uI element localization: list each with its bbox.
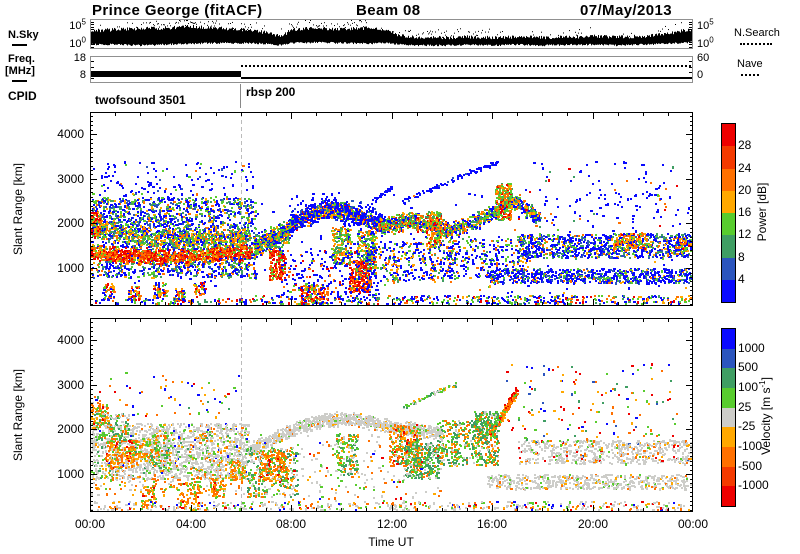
colorbar-segment [722,466,735,487]
cbar-power-tick-8: 8 [738,250,745,264]
cbar-power-tick-4: 4 [738,272,745,286]
colorbar-segment [722,213,735,236]
tick-base: 10 [69,38,82,50]
cbar-vel-tick-25: 25 [738,400,752,414]
cbar-vel-tick-500: 500 [738,360,759,374]
colorbar-segment [722,190,735,213]
xtick-5: 20:00 [577,517,609,531]
colorbar-segment [722,146,735,169]
xtick-1: 04:00 [175,517,207,531]
cbar-vel-tick--500: -500 [738,459,763,473]
freq-tick-top-left: 18 [73,52,86,64]
velocity-ytick-4000: 4000 [57,333,84,347]
cbar-power-tick-24: 24 [738,161,752,175]
freq-panel-canvas [90,56,693,83]
date-label: 07/May/2013 [580,2,672,19]
power-ytick-4000: 4000 [57,127,84,141]
velocity-title-sup: -1 [758,380,767,388]
nsky-panel-canvas [90,19,693,49]
tick-exp: 0 [709,35,714,45]
nsky-legend-line [12,44,27,46]
cbar-power-tick-28: 28 [738,138,752,152]
velocity-colorbar [721,328,736,507]
nave-label: Nave [737,58,763,70]
freq-label-line1: Freq. [8,53,35,65]
tick-exp: 0 [81,35,86,45]
xtick-4: 16:00 [476,517,508,531]
velocity-ytick-1000: 1000 [57,467,84,481]
colorbar-segment [722,368,735,389]
colorbar-segment [722,279,735,302]
cpid-divider-line [240,84,241,108]
tick-base: 10 [697,38,710,50]
power-ytick-1000: 1000 [57,261,84,275]
colorbar-segment [722,486,735,507]
velocity-yaxis-title: Slant Range [km] [11,368,25,462]
cbar-vel-tick-1000: 1000 [738,341,765,355]
cbar-vel-tick-100: 100 [738,380,759,394]
velocity-title-text: ] [759,377,773,381]
cbar-vel-tick--25: -25 [738,419,756,433]
nave-legend-dotted-line [741,74,759,76]
freq-tick-bottom-right: 0 [697,69,704,81]
freq-tick-bottom-left: 8 [79,69,86,81]
power-yaxis-title: Slant Range [km] [11,162,25,256]
velocity-panel-canvas [90,318,693,512]
cbar-power-tick-12: 12 [738,227,752,241]
colorbar-segment [722,329,735,349]
tick-exp: 5 [709,17,714,27]
nsky-tick-top-right: 105 [697,17,714,32]
power-ytick-3000: 3000 [57,172,84,186]
xaxis-title: Time UT [368,535,414,549]
nsearch-label: N.Search [734,27,780,39]
colorbar-segment [722,388,735,408]
power-panel-canvas [90,112,693,306]
nsky-tick-bottom-left: 100 [48,35,86,50]
colorbar-segment [722,427,735,448]
beam-label: Beam 08 [356,2,421,19]
velocity-title-text: Velocity [m s [759,387,773,455]
cbar-power-tick-16: 16 [738,205,752,219]
freq-legend-line [12,80,27,82]
nsky-tick-top-left: 105 [48,17,86,32]
xtick-3: 12:00 [376,517,408,531]
cpid-value-second: rbsp 200 [246,85,296,99]
freq-tick-top-right: 60 [697,52,710,64]
velocity-colorbar-title: Velocity [m s-1] [758,377,773,455]
station-title: Prince George (fitACF) [92,2,263,19]
xtick-2: 08:00 [275,517,307,531]
tick-base: 10 [697,20,710,32]
cpid-label: CPID [8,89,37,103]
nsky-label: N.Sky [8,29,39,41]
power-ytick-2000: 2000 [57,216,84,230]
nsearch-legend-dotted-line [740,43,772,45]
colorbar-segment [722,407,735,428]
colorbar-segment [722,124,735,147]
xtick-0: 00:00 [74,517,106,531]
xtick-6: 00:00 [677,517,709,531]
cbar-power-tick-20: 20 [738,183,752,197]
velocity-ytick-2000: 2000 [57,422,84,436]
tick-base: 10 [69,20,82,32]
tick-exp: 5 [81,17,86,27]
colorbar-segment [722,257,735,280]
velocity-ytick-3000: 3000 [57,378,84,392]
cbar-vel-tick--100: -100 [738,439,763,453]
power-colorbar-title: Power [dB] [755,182,769,242]
colorbar-segment [722,168,735,191]
power-colorbar [721,123,736,303]
nsky-tick-bottom-right: 100 [697,35,714,50]
cpid-value-first: twofsound 3501 [95,93,186,107]
colorbar-segment [722,235,735,258]
freq-label-line2: [MHz] [5,65,35,77]
cbar-vel-tick--1000: -1000 [738,478,769,492]
colorbar-segment [722,447,735,467]
colorbar-segment [722,348,735,369]
